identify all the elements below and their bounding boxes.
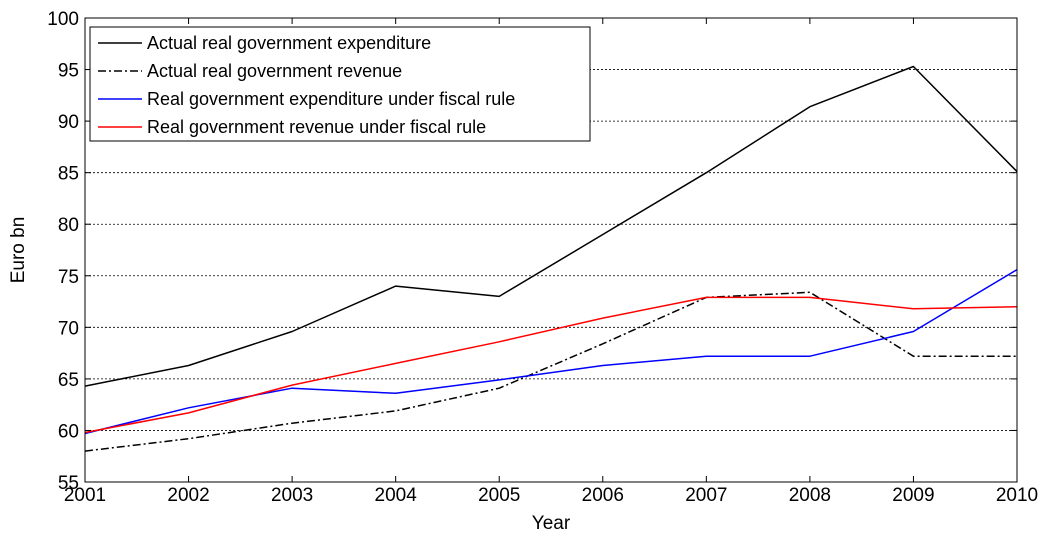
y-tick-label-90: 90 [58,112,79,133]
x-tick-label-2006: 2006 [582,485,624,506]
series-lines [84,65,1018,452]
legend-label-3: Real government revenue under fiscal rul… [147,117,486,137]
x-tick-label-2007: 2007 [685,485,727,506]
y-tick-label-80: 80 [58,215,79,236]
y-tick-label-75: 75 [58,267,79,288]
x-tick-label-2005: 2005 [478,485,520,506]
x-axis-label: Year [532,513,571,534]
y-axis-label: Euro bn [8,217,29,284]
y-tick-label-100: 100 [47,9,79,30]
legend-label-1: Actual real government revenue [147,61,402,81]
y-tick-label-85: 85 [58,164,79,185]
x-tick-label-2002: 2002 [167,485,209,506]
series-line-2 [84,268,1018,435]
y-tick-label-65: 65 [58,370,79,391]
y-tick-label-95: 95 [58,61,79,82]
x-tick-label-2008: 2008 [789,485,831,506]
series-line-3 [84,296,1018,434]
legend-label-2: Real government expenditure under fiscal… [147,89,515,109]
x-tick-label-2003: 2003 [271,485,313,506]
legend-label-0: Actual real government expenditure [147,33,431,53]
x-tick-label-2010: 2010 [996,485,1038,506]
y-tick-label-70: 70 [58,318,79,339]
y-tick-label-55: 55 [58,473,79,494]
x-tick-label-2001: 2001 [64,485,106,506]
series-line-1 [84,291,1017,452]
x-tick-label-2009: 2009 [892,485,934,506]
x-tick-label-2004: 2004 [375,485,418,506]
plot-frame [84,17,1018,483]
legend-box [89,26,591,142]
legend: Actual real government expenditure Actual… [89,26,591,142]
series-line-0 [84,65,1018,387]
axis-ticks: 55 60 65 70 75 80 85 90 95 100 2001 2002 2003 2004 200… [47,9,1038,506]
y-tick-label-60: 60 [58,421,79,442]
